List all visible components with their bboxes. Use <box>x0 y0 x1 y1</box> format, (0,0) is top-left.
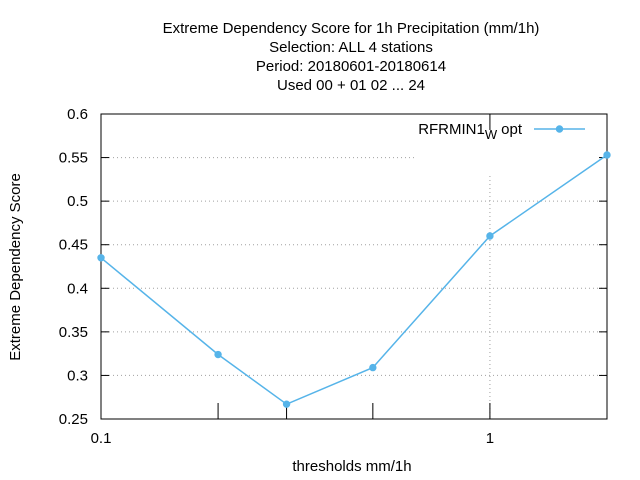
y-tick-label: 0.25 <box>59 411 88 428</box>
y-tick-label: 0.4 <box>67 280 88 297</box>
y-axis-label: Extreme Dependency Score <box>7 173 24 361</box>
series-layer <box>97 151 611 408</box>
data-point <box>97 254 105 262</box>
y-tick-label: 0.45 <box>59 237 88 254</box>
title-line-3: Period: 20180601-20180614 <box>256 58 446 75</box>
y-tick-label: 0.35 <box>59 324 88 341</box>
legend-label-main: RFRMIN1 <box>418 121 485 138</box>
x-axis-label: thresholds mm/1h <box>292 458 411 475</box>
axis-ticks <box>100 113 608 420</box>
x-tick-label: 1 <box>486 430 494 447</box>
series-line <box>100 154 608 406</box>
data-point <box>214 350 222 359</box>
legend-label-sub: W <box>485 127 498 142</box>
y-tick-label: 0.5 <box>67 193 88 210</box>
plot-frame <box>100 113 608 420</box>
data-point <box>486 232 494 240</box>
grid <box>101 157 607 419</box>
data-point <box>369 363 377 372</box>
legend-label-suffix: opt <box>501 121 523 138</box>
chart-title: Extreme Dependency Score for 1h Precipit… <box>163 20 540 94</box>
legend-marker-dot <box>555 125 564 133</box>
data-point <box>603 151 611 159</box>
tick-labels: 0.25 0.3 0.35 0.4 0.45 0.5 0.55 0.6 0.1 1 <box>59 106 494 447</box>
title-line-1: Extreme Dependency Score for 1h Precipit… <box>163 20 540 37</box>
y-tick-label: 0.55 <box>59 150 88 167</box>
title-line-2: Selection: ALL 4 stations <box>269 39 433 56</box>
legend-label: RFRMIN1W opt <box>418 121 523 142</box>
x-tick-label: 0.1 <box>91 430 112 447</box>
title-line-4: Used 00 + 01 02 ... 24 <box>277 77 425 94</box>
data-point <box>282 400 291 408</box>
y-tick-label: 0.3 <box>67 367 88 384</box>
y-tick-label: 0.6 <box>67 106 88 123</box>
legend: RFRMIN1W opt <box>418 121 585 142</box>
legend-marker <box>555 125 564 133</box>
